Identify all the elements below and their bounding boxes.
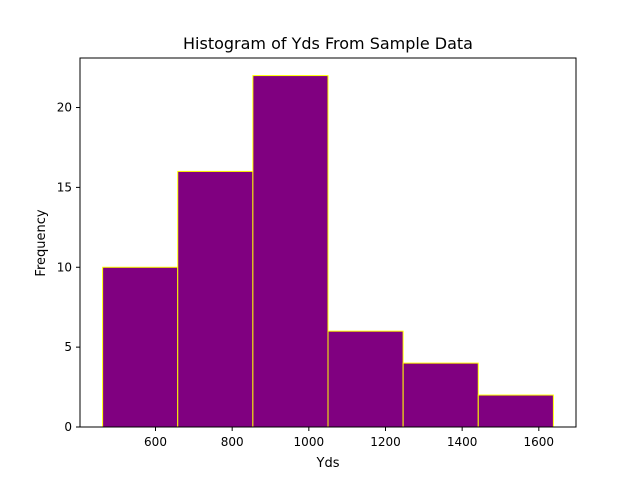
histogram-bar-6 (477, 394, 554, 428)
x-tick-label-1400: 1400 (447, 435, 478, 449)
chart-title: Histogram of Yds From Sample Data (183, 34, 473, 53)
histogram-bar-1 (102, 266, 179, 428)
y-axis-label: Frequency (34, 209, 49, 276)
x-tick-label-600: 600 (144, 435, 167, 449)
axes-frame (79, 57, 577, 428)
histogram-bar-3 (252, 75, 329, 428)
x-tick-label-800: 800 (221, 435, 244, 449)
x-tick-label-1000: 1000 (294, 435, 325, 449)
y-tick-label-20: 20 (57, 101, 72, 115)
y-tick-label-5: 5 (64, 340, 72, 354)
histogram-bar-4 (327, 330, 404, 428)
histogram-bar-2 (177, 170, 254, 428)
x-tick-label-1200: 1200 (370, 435, 401, 449)
plot-area: 600 800 1000 1200 1400 1600 0 5 10 15 20 (57, 57, 577, 449)
y-tick-label-15: 15 (57, 180, 72, 194)
x-axis-label: Yds (316, 456, 340, 471)
x-tick-label-1600: 1600 (524, 435, 555, 449)
y-tick-label-10: 10 (57, 260, 72, 274)
y-tick-label-0: 0 (64, 420, 72, 434)
histogram-bar-5 (402, 362, 479, 428)
